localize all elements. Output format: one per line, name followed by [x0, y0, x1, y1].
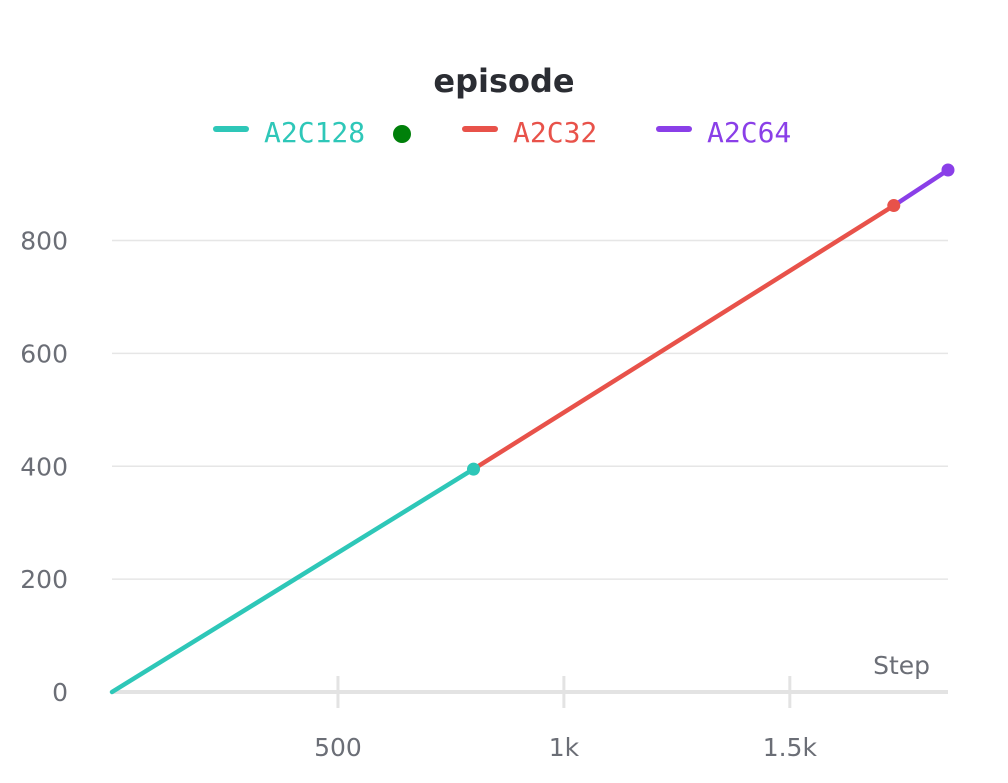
chart-legend: A2C128 A2C32 A2C64: [213, 116, 791, 149]
series-point-a2c128: [467, 462, 481, 476]
x-tick-label-500: 500: [314, 733, 362, 762]
legend-label-a2c128: A2C128: [264, 116, 365, 149]
legend-active-marker-icon: [393, 125, 411, 143]
grid-lines: [112, 239, 948, 580]
y-tick-label-600: 600: [20, 339, 68, 368]
tick-labels: 0 200 400 600 800 500 1k 1.5k: [20, 227, 817, 762]
x-tick-label-1.5k: 1.5k: [763, 733, 818, 762]
y-tick-label-200: 200: [20, 565, 68, 594]
y-tick-label-0: 0: [52, 678, 68, 707]
y-tick-label-800: 800: [20, 227, 68, 256]
y-tick-label-400: 400: [20, 452, 68, 481]
legend-label-a2c64: A2C64: [707, 116, 791, 149]
series-point-a2c64: [941, 163, 955, 177]
series-line-a2c32: [471, 203, 897, 472]
legend-label-a2c32: A2C32: [513, 116, 597, 149]
series-point-a2c32: [887, 199, 901, 213]
series-line-a2c128: [109, 466, 476, 695]
series-layer: [109, 163, 955, 695]
series-line-a2c64: [891, 167, 951, 208]
chart-title: episode: [433, 62, 574, 100]
axes: [112, 676, 948, 708]
x-tick-label-1k: 1k: [549, 733, 580, 762]
x-axis-label: Step: [873, 651, 930, 680]
